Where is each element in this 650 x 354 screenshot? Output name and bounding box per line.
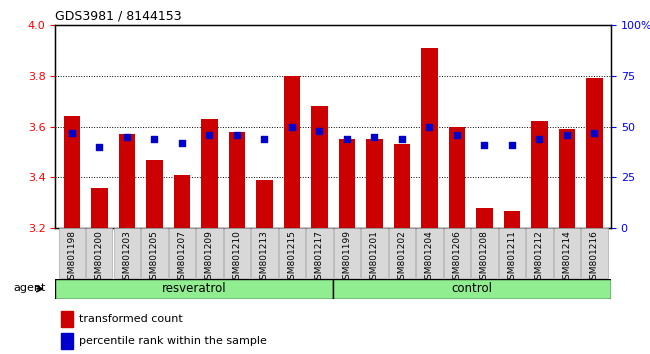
Bar [586,78,603,228]
Bar [504,211,520,228]
Bar [91,188,107,228]
Bar [448,127,465,228]
Bar [201,119,218,228]
FancyBboxPatch shape [333,228,360,278]
Text: control: control [452,282,493,295]
Point [149,136,159,142]
Text: GSM801210: GSM801210 [232,230,241,285]
Point [342,136,352,142]
Text: GDS3981 / 8144153: GDS3981 / 8144153 [55,9,182,22]
Text: GSM801217: GSM801217 [315,230,324,285]
Bar [118,134,135,228]
FancyBboxPatch shape [196,228,222,278]
Text: GSM801205: GSM801205 [150,230,159,285]
FancyBboxPatch shape [416,228,443,278]
FancyBboxPatch shape [251,228,278,278]
Point [534,136,545,142]
FancyBboxPatch shape [279,228,305,278]
FancyBboxPatch shape [55,279,333,299]
Text: percentile rank within the sample: percentile rank within the sample [79,336,266,346]
Bar [61,311,73,327]
Text: GSM801213: GSM801213 [260,230,269,285]
Text: GSM801202: GSM801202 [397,230,406,285]
Point [562,132,572,138]
Text: GSM801203: GSM801203 [122,230,131,285]
Text: GSM801206: GSM801206 [452,230,462,285]
Point [177,140,187,146]
FancyBboxPatch shape [141,228,168,278]
Text: transformed count: transformed count [79,314,183,324]
Point [287,124,297,130]
Text: agent: agent [14,283,46,293]
Point [204,132,214,138]
Bar [283,76,300,228]
FancyBboxPatch shape [444,228,470,278]
Bar [146,160,162,228]
Point [122,134,132,139]
FancyBboxPatch shape [333,279,611,299]
Bar [339,139,355,228]
Text: GSM801209: GSM801209 [205,230,214,285]
Bar [476,208,493,228]
Point [479,142,489,148]
FancyBboxPatch shape [224,228,250,278]
FancyBboxPatch shape [361,228,387,278]
FancyBboxPatch shape [306,228,333,278]
Text: GSM801207: GSM801207 [177,230,187,285]
Bar [559,129,575,228]
Bar [64,116,80,228]
Bar [174,175,190,228]
Bar [61,333,73,349]
Text: GSM801198: GSM801198 [67,230,76,285]
Point [424,124,435,130]
FancyBboxPatch shape [526,228,552,278]
Point [66,130,77,136]
Text: GSM801201: GSM801201 [370,230,379,285]
Bar [311,106,328,228]
Text: GSM801204: GSM801204 [425,230,434,285]
FancyBboxPatch shape [389,228,415,278]
Point [259,136,270,142]
Point [94,144,105,150]
Point [452,132,462,138]
Text: GSM801200: GSM801200 [95,230,104,285]
Text: GSM801212: GSM801212 [535,230,544,285]
FancyBboxPatch shape [86,228,112,278]
FancyBboxPatch shape [499,228,525,278]
Point [590,130,600,136]
Point [231,132,242,138]
Text: GSM801211: GSM801211 [508,230,517,285]
Text: GSM801214: GSM801214 [562,230,571,285]
FancyBboxPatch shape [168,228,195,278]
Bar [366,139,383,228]
FancyBboxPatch shape [554,228,580,278]
Bar [229,132,245,228]
FancyBboxPatch shape [114,228,140,278]
Point [314,128,324,133]
Point [369,134,380,139]
Text: GSM801208: GSM801208 [480,230,489,285]
Bar [394,144,410,228]
Text: GSM801199: GSM801199 [343,230,352,285]
Text: GSM801215: GSM801215 [287,230,296,285]
FancyBboxPatch shape [581,228,608,278]
Point [396,136,407,142]
Text: resveratrol: resveratrol [162,282,226,295]
Point [507,142,517,148]
Bar [421,48,437,228]
FancyBboxPatch shape [471,228,498,278]
Bar [531,121,548,228]
Bar [256,180,272,228]
FancyBboxPatch shape [58,228,85,278]
Text: GSM801216: GSM801216 [590,230,599,285]
